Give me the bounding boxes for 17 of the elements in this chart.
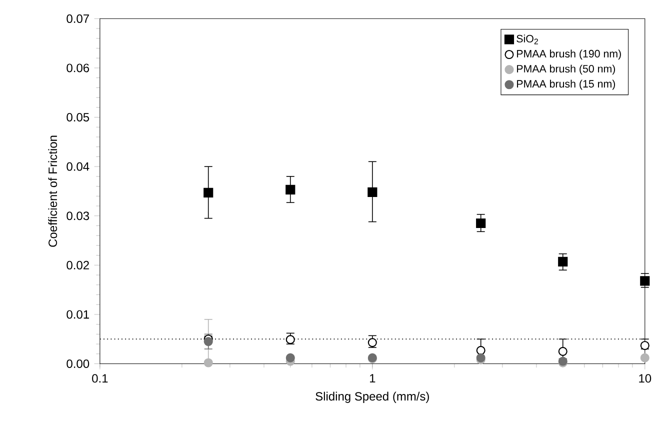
y-tick-label: 0.01 [66,310,89,319]
y-axis-title: Coefficient of Friction [48,136,58,247]
y-tick-label: 0.04 [66,162,90,171]
x-axis-title: Sliding Speed (mm/s) [316,392,429,404]
x-tick-label: 1 [370,374,376,383]
y-tick-label: 0.05 [66,113,90,122]
legend-label: SiO$_{2}$ [516,34,538,44]
y-tick-label: 0.06 [66,64,90,72]
y-tick-label: 0.02 [66,261,89,270]
legend-label: PMAA brush (190 nm) [517,50,621,60]
legend-label: PMAA brush (15 nm) [517,80,616,90]
x-tick-label: 0.1 [92,374,108,383]
y-tick-label: 0.00 [66,360,90,368]
legend-label: PMAA brush (50 nm) [517,64,616,75]
x-tick-label: 10 [639,374,652,383]
y-tick-label: 0.07 [66,14,89,24]
y-tick-label: 0.03 [66,212,90,220]
